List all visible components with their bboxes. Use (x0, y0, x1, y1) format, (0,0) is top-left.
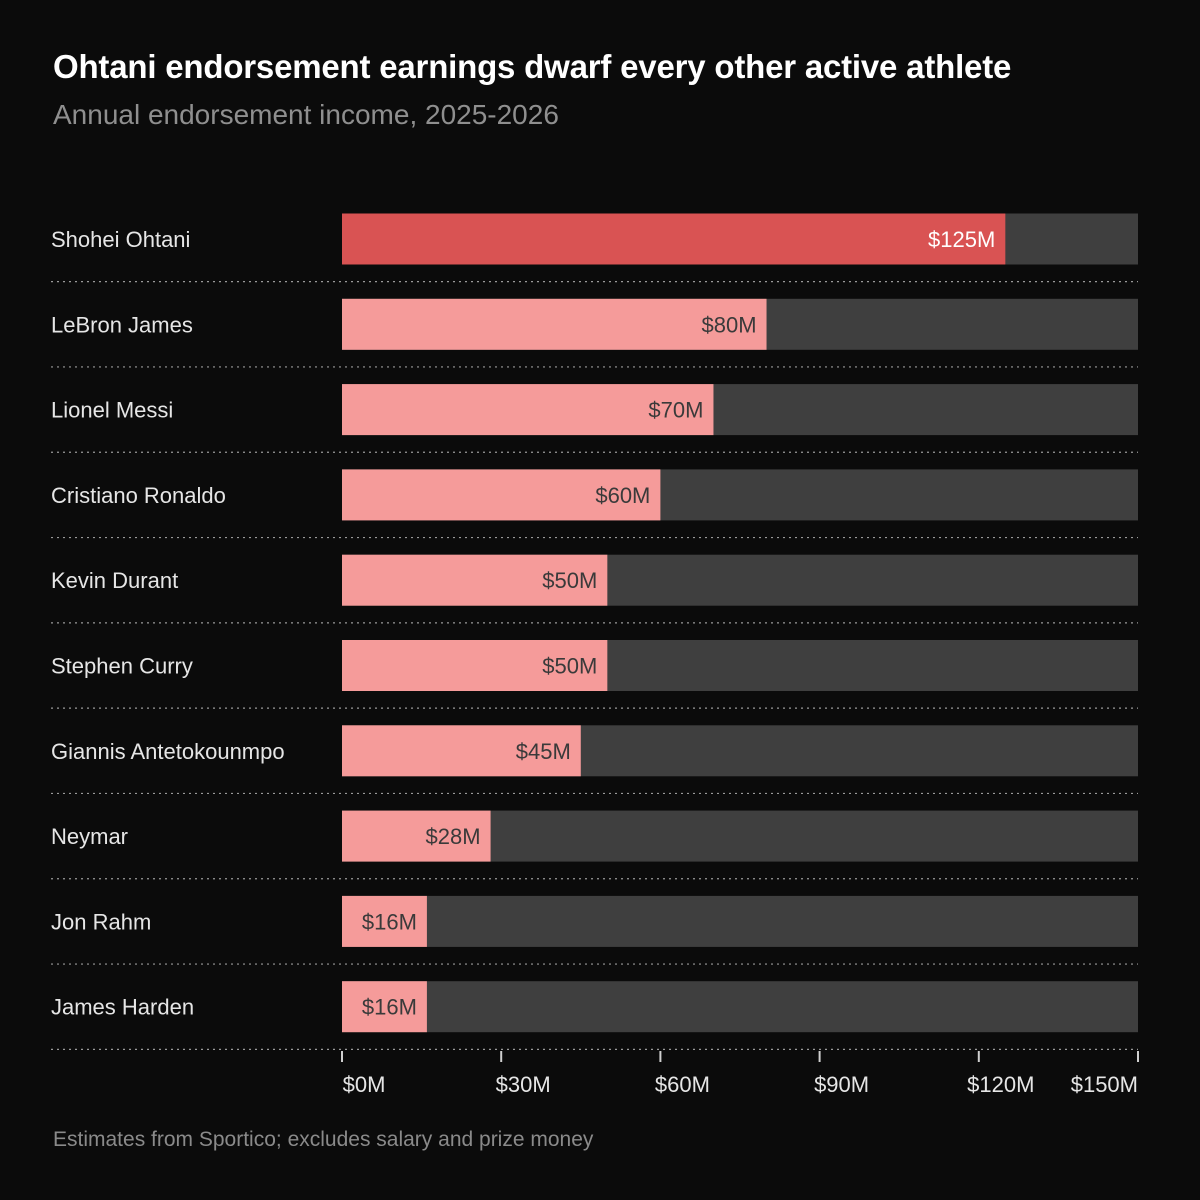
category-label: Stephen Curry (51, 654, 193, 679)
tick-label: $150M (1071, 1072, 1138, 1097)
category-label: Jon Rahm (51, 909, 151, 934)
tick-label: $90M (814, 1072, 869, 1097)
value-label: $45M (516, 739, 571, 764)
bar-jon-rahm (342, 895, 427, 947)
bar-giannis-antetokounmpo (342, 725, 581, 777)
value-label: $50M (542, 654, 597, 679)
bar-james-harden (342, 981, 427, 1033)
bar-track (342, 981, 1138, 1033)
tick-label: $60M (655, 1072, 710, 1097)
value-label: $70M (648, 398, 703, 423)
chart-subtitle: Annual endorsement income, 2025-2026 (53, 99, 559, 130)
tick-label: $120M (967, 1072, 1034, 1097)
bar-neymar (342, 810, 491, 862)
bar-cristiano-ronaldo (342, 469, 661, 521)
bar-lionel-messi (342, 384, 714, 436)
category-label: Cristiano Ronaldo (51, 483, 226, 508)
category-label: Giannis Antetokounmpo (51, 739, 285, 764)
value-label: $16M (362, 909, 417, 934)
category-label: Neymar (51, 824, 128, 849)
value-label: $125M (928, 227, 995, 252)
category-label: James Harden (51, 995, 194, 1020)
chart-footnote: Estimates from Sportico; excludes salary… (53, 1128, 594, 1151)
value-label: $80M (701, 312, 756, 337)
tick-label: $0M (343, 1072, 386, 1097)
category-label: Lionel Messi (51, 398, 173, 423)
value-label: $60M (595, 483, 650, 508)
value-label: $28M (426, 824, 481, 849)
bar-shohei-ohtani (342, 213, 1006, 265)
bar-kevin-durant (342, 554, 608, 606)
bar-track (342, 895, 1138, 947)
bar-lebron-james (342, 298, 767, 350)
category-label: Shohei Ohtani (51, 227, 190, 252)
category-label: Kevin Durant (51, 568, 178, 593)
tick-label: $30M (496, 1072, 551, 1097)
chart-title: Ohtani endorsement earnings dwarf every … (53, 48, 1012, 85)
value-label: $16M (362, 995, 417, 1020)
category-label: LeBron James (51, 312, 193, 337)
bar-stephen-curry (342, 640, 608, 691)
value-label: $50M (542, 568, 597, 593)
